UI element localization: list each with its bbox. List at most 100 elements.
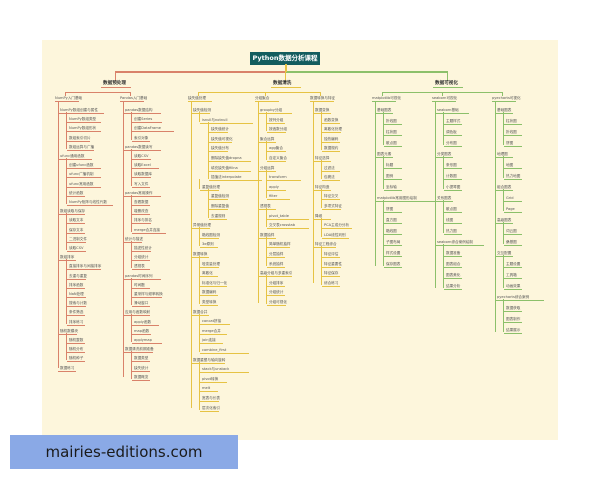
leaf-node[interactable]: merge合并 <box>202 328 221 333</box>
leaf-node[interactable]: 分组统计 <box>269 290 284 295</box>
leaf-node[interactable]: 缺失值统计 <box>211 127 229 132</box>
sub-branch-node[interactable]: NumPy入门基础 <box>55 96 83 100</box>
leaf-node[interactable]: 高级图表 <box>497 218 512 222</box>
leaf-node[interactable]: pandas时间序列 <box>125 273 153 278</box>
leaf-node[interactable]: 3σ原则 <box>202 242 214 247</box>
leaf-node[interactable]: 简单随机抽样 <box>269 242 291 247</box>
leaf-node[interactable]: 读取CSV <box>134 154 149 158</box>
leaf-node[interactable]: apply <box>269 184 279 189</box>
leaf-node[interactable]: apply函数 <box>134 319 152 324</box>
leaf-node[interactable]: transform <box>269 175 287 180</box>
leaf-node[interactable]: 随机分布 <box>69 347 84 352</box>
leaf-node[interactable]: pandas常用操作 <box>125 190 153 195</box>
leaf-node[interactable]: filter <box>269 194 278 199</box>
leaf-node[interactable]: 特征评估 <box>324 252 339 256</box>
leaf-node[interactable]: 填充缺失值fillna <box>211 165 238 170</box>
leaf-node[interactable]: 数据编码 <box>202 290 217 295</box>
leaf-node[interactable]: 综合练习 <box>324 280 339 285</box>
leaf-node[interactable]: 特征重要性 <box>324 261 342 266</box>
leaf-node[interactable]: 异常值处理 <box>193 223 211 228</box>
leaf-node[interactable]: 数据概览 <box>134 374 149 379</box>
leaf-node[interactable]: 数组排序 <box>60 255 75 260</box>
sub-branch-node[interactable]: Pandas入门基础 <box>120 96 148 100</box>
leaf-node[interactable]: 读取文本 <box>69 218 84 223</box>
sub-branch-node[interactable]: 分组聚合 <box>255 96 270 100</box>
leaf-node[interactable]: concat拼接 <box>202 319 222 324</box>
leaf-node[interactable]: ufunc广播机制 <box>69 172 94 177</box>
leaf-node[interactable]: 去重规则 <box>211 213 226 218</box>
leaf-node[interactable]: NumPy矩阵与线性代数 <box>69 200 107 204</box>
leaf-node[interactable]: 线图 <box>446 218 454 222</box>
leaf-node[interactable]: 图表组合 <box>446 262 461 266</box>
leaf-node[interactable]: 应用与函数映射 <box>125 310 151 315</box>
leaf-node[interactable]: 统计与描述 <box>125 236 143 241</box>
leaf-node[interactable]: 地理图 <box>497 152 508 156</box>
leaf-node[interactable]: 透视表 <box>260 204 271 208</box>
leaf-node[interactable]: 样式设置 <box>386 251 401 255</box>
leaf-node[interactable]: 动画效果 <box>506 284 521 288</box>
leaf-node[interactable]: 统计函数 <box>69 190 84 195</box>
leaf-node[interactable]: 时间戳 <box>134 282 145 287</box>
leaf-node[interactable]: 重复值处理 <box>202 184 220 189</box>
leaf-node[interactable]: 数据转换 <box>193 252 208 256</box>
leaf-node[interactable]: 索引对象 <box>134 135 149 140</box>
leaf-node[interactable]: 排序函数 <box>69 282 84 287</box>
leaf-node[interactable]: 创建DataFrame <box>134 126 161 131</box>
leaf-node[interactable]: 增删改查 <box>134 209 149 214</box>
leaf-node[interactable]: 缺失值检测 <box>193 108 211 112</box>
leaf-node[interactable]: 聚合运算 <box>260 136 275 141</box>
leaf-node[interactable]: 函数变换 <box>324 117 339 122</box>
leaf-node[interactable]: 词云图 <box>506 229 517 233</box>
leaf-node[interactable]: 热力地图 <box>506 174 521 178</box>
leaf-node[interactable]: 箱线图检测 <box>202 232 220 237</box>
leaf-node[interactable]: Grid <box>506 196 514 200</box>
leaf-node[interactable]: 特征保存 <box>324 271 339 276</box>
leaf-node[interactable]: 查看数据 <box>134 200 149 204</box>
leaf-node[interactable]: 数据准备 <box>446 251 461 255</box>
leaf-node[interactable]: 条形图 <box>446 163 457 167</box>
leaf-node[interactable]: PCA主成分分析 <box>324 223 350 228</box>
leaf-node[interactable]: 直方图 <box>386 218 397 222</box>
leaf-node[interactable]: 特征选择 <box>315 156 330 160</box>
leaf-node[interactable]: 数组索引切片 <box>69 135 91 140</box>
branch-node[interactable]: 数据可视化 <box>435 81 458 86</box>
leaf-node[interactable]: 调色板 <box>446 130 457 134</box>
leaf-node[interactable]: pivot_table <box>269 213 289 218</box>
leaf-node[interactable]: seaborn基础 <box>437 108 459 112</box>
leaf-node[interactable]: Page <box>506 207 515 211</box>
leaf-node[interactable]: 箱线图 <box>386 229 397 233</box>
leaf-node[interactable]: 离散化 <box>202 271 213 276</box>
leaf-node[interactable]: 工具箱 <box>506 273 517 277</box>
leaf-node[interactable]: 计数图 <box>446 174 457 178</box>
sub-branch-node[interactable]: seaborn可视化 <box>432 96 458 100</box>
branch-node[interactable]: 数据清洗 <box>273 81 292 86</box>
leaf-node[interactable]: 过滤法 <box>324 165 335 170</box>
leaf-node[interactable]: 数据变换 <box>315 108 330 112</box>
leaf-node[interactable]: 分组运算 <box>260 165 275 170</box>
leaf-node[interactable]: 图例 <box>386 174 394 178</box>
leaf-node[interactable]: 桑基图 <box>506 240 517 244</box>
leaf-node[interactable]: 写入文件 <box>134 181 149 186</box>
leaf-node[interactable]: pyecharts综合案例 <box>497 295 530 299</box>
leaf-node[interactable]: 层次化索引 <box>202 405 220 410</box>
leaf-node[interactable]: 去重与重复 <box>69 273 87 278</box>
leaf-node[interactable]: join连接 <box>202 338 216 343</box>
leaf-node[interactable]: 折线图 <box>506 130 517 134</box>
leaf-node[interactable]: 按列分组 <box>269 117 284 122</box>
leaf-node[interactable]: 读取Excel <box>134 163 151 168</box>
leaf-node[interactable]: 结果分析 <box>446 284 461 288</box>
leaf-node[interactable]: 重采样与频率转换 <box>134 292 163 296</box>
leaf-node[interactable]: 特征交叉 <box>324 194 339 199</box>
leaf-node[interactable]: 滑动窗口 <box>134 301 149 306</box>
leaf-node[interactable]: 数据获取 <box>506 306 521 310</box>
leaf-node[interactable]: ufunc通用函数 <box>60 154 85 158</box>
leaf-node[interactable]: 高级分组与多重索引 <box>260 271 293 276</box>
leaf-node[interactable]: 重复值检测 <box>211 194 229 199</box>
leaf-node[interactable]: 结果展示 <box>506 328 521 332</box>
leaf-node[interactable]: 系统抽样 <box>269 261 284 266</box>
leaf-node[interactable]: merge合并连接 <box>134 227 160 232</box>
leaf-node[interactable]: 创建Series <box>134 117 153 122</box>
sub-branch-node[interactable]: matplotlib可视化 <box>372 96 402 100</box>
leaf-node[interactable]: 数据类型 <box>134 356 149 361</box>
leaf-node[interactable]: 散点图 <box>446 207 457 211</box>
